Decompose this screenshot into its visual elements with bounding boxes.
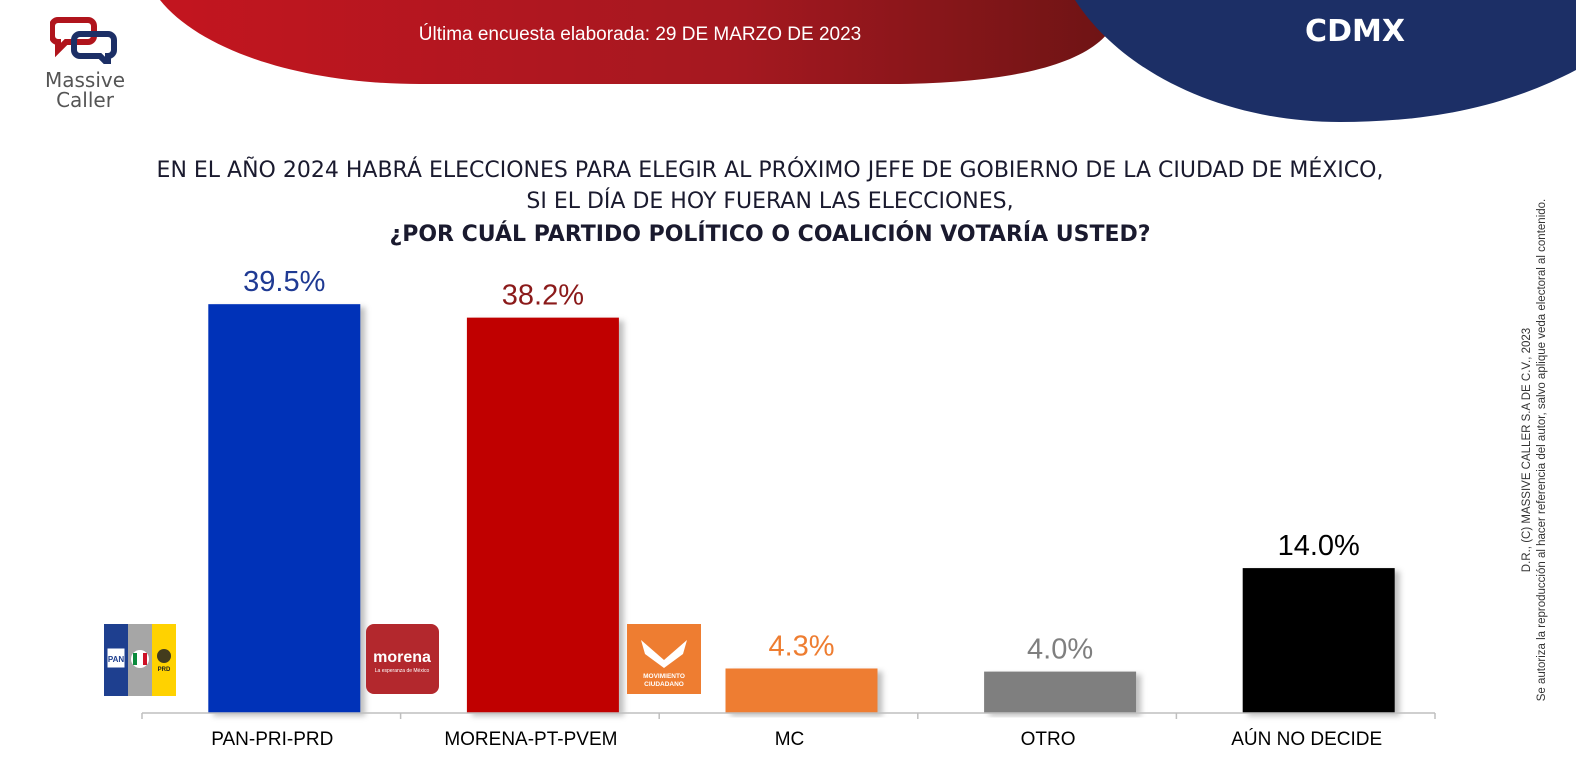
logo-line1: Massive	[44, 68, 126, 92]
prd-logo-text: PRD	[158, 667, 171, 673]
question-line1: EN EL AÑO 2024 HABRÁ ELECCIONES PARA ELE…	[156, 158, 1384, 183]
copyright-notice: D.R., (C) MASSIVE CALLER S.A DE C.V., 20…	[1520, 150, 1560, 750]
massive-caller-logo-icon	[50, 17, 117, 64]
movimiento-ciudadano-logo-icon: MOVIMIENTO CIUDADANO	[627, 624, 701, 694]
data-label-4: 14.0%	[1278, 530, 1360, 562]
pan-pri-prd-logo-icon: PAN PRD	[104, 624, 176, 696]
data-label-3: 4.0%	[1027, 634, 1093, 666]
category-label-2: MC	[775, 729, 805, 750]
data-label-0: 39.5%	[243, 266, 325, 298]
region-label: CDMX	[1305, 14, 1405, 49]
bar-1	[466, 317, 619, 713]
red-header-band	[160, 0, 1120, 84]
header-background	[160, 0, 1576, 122]
morena-slogan-text: La esperanza de México	[375, 668, 430, 674]
logo-line2: Caller	[56, 88, 114, 112]
mc-logo-text1: MOVIMIENTO	[643, 673, 685, 680]
question-line3: ¿POR CUÁL PARTIDO POLÍTICO O COALICIÓN V…	[389, 222, 1151, 247]
category-label-3: OTRO	[1021, 729, 1076, 750]
pan-logo-text: PAN	[108, 655, 125, 664]
bar-2	[725, 668, 878, 713]
category-label-4: AÚN NO DECIDE	[1231, 728, 1382, 750]
data-label-1: 38.2%	[502, 280, 584, 312]
category-label-0: PAN-PRI-PRD	[211, 729, 333, 750]
question-line2: SI EL DÍA DE HOY FUERAN LAS ELECCIONES,	[526, 189, 1014, 214]
copyright-line1: D.R., (C) MASSIVE CALLER S.A DE C.V., 20…	[1521, 327, 1533, 573]
survey-date: Última encuesta elaborada: 29 DE MARZO D…	[418, 24, 862, 45]
bar-4	[1242, 568, 1395, 713]
category-label-1: MORENA-PT-PVEM	[444, 729, 617, 750]
data-label-2: 4.3%	[768, 630, 834, 662]
morena-logo-icon: morena La esperanza de México	[366, 624, 439, 694]
mc-logo-text2: CIUDADANO	[644, 681, 684, 688]
copyright-line2: Se autoriza la reproducción al hacer ref…	[1536, 198, 1548, 702]
bar-3	[984, 671, 1137, 713]
navy-header-arc	[1075, 0, 1576, 122]
morena-logo-text: morena	[373, 649, 431, 666]
bar-0	[208, 304, 361, 713]
